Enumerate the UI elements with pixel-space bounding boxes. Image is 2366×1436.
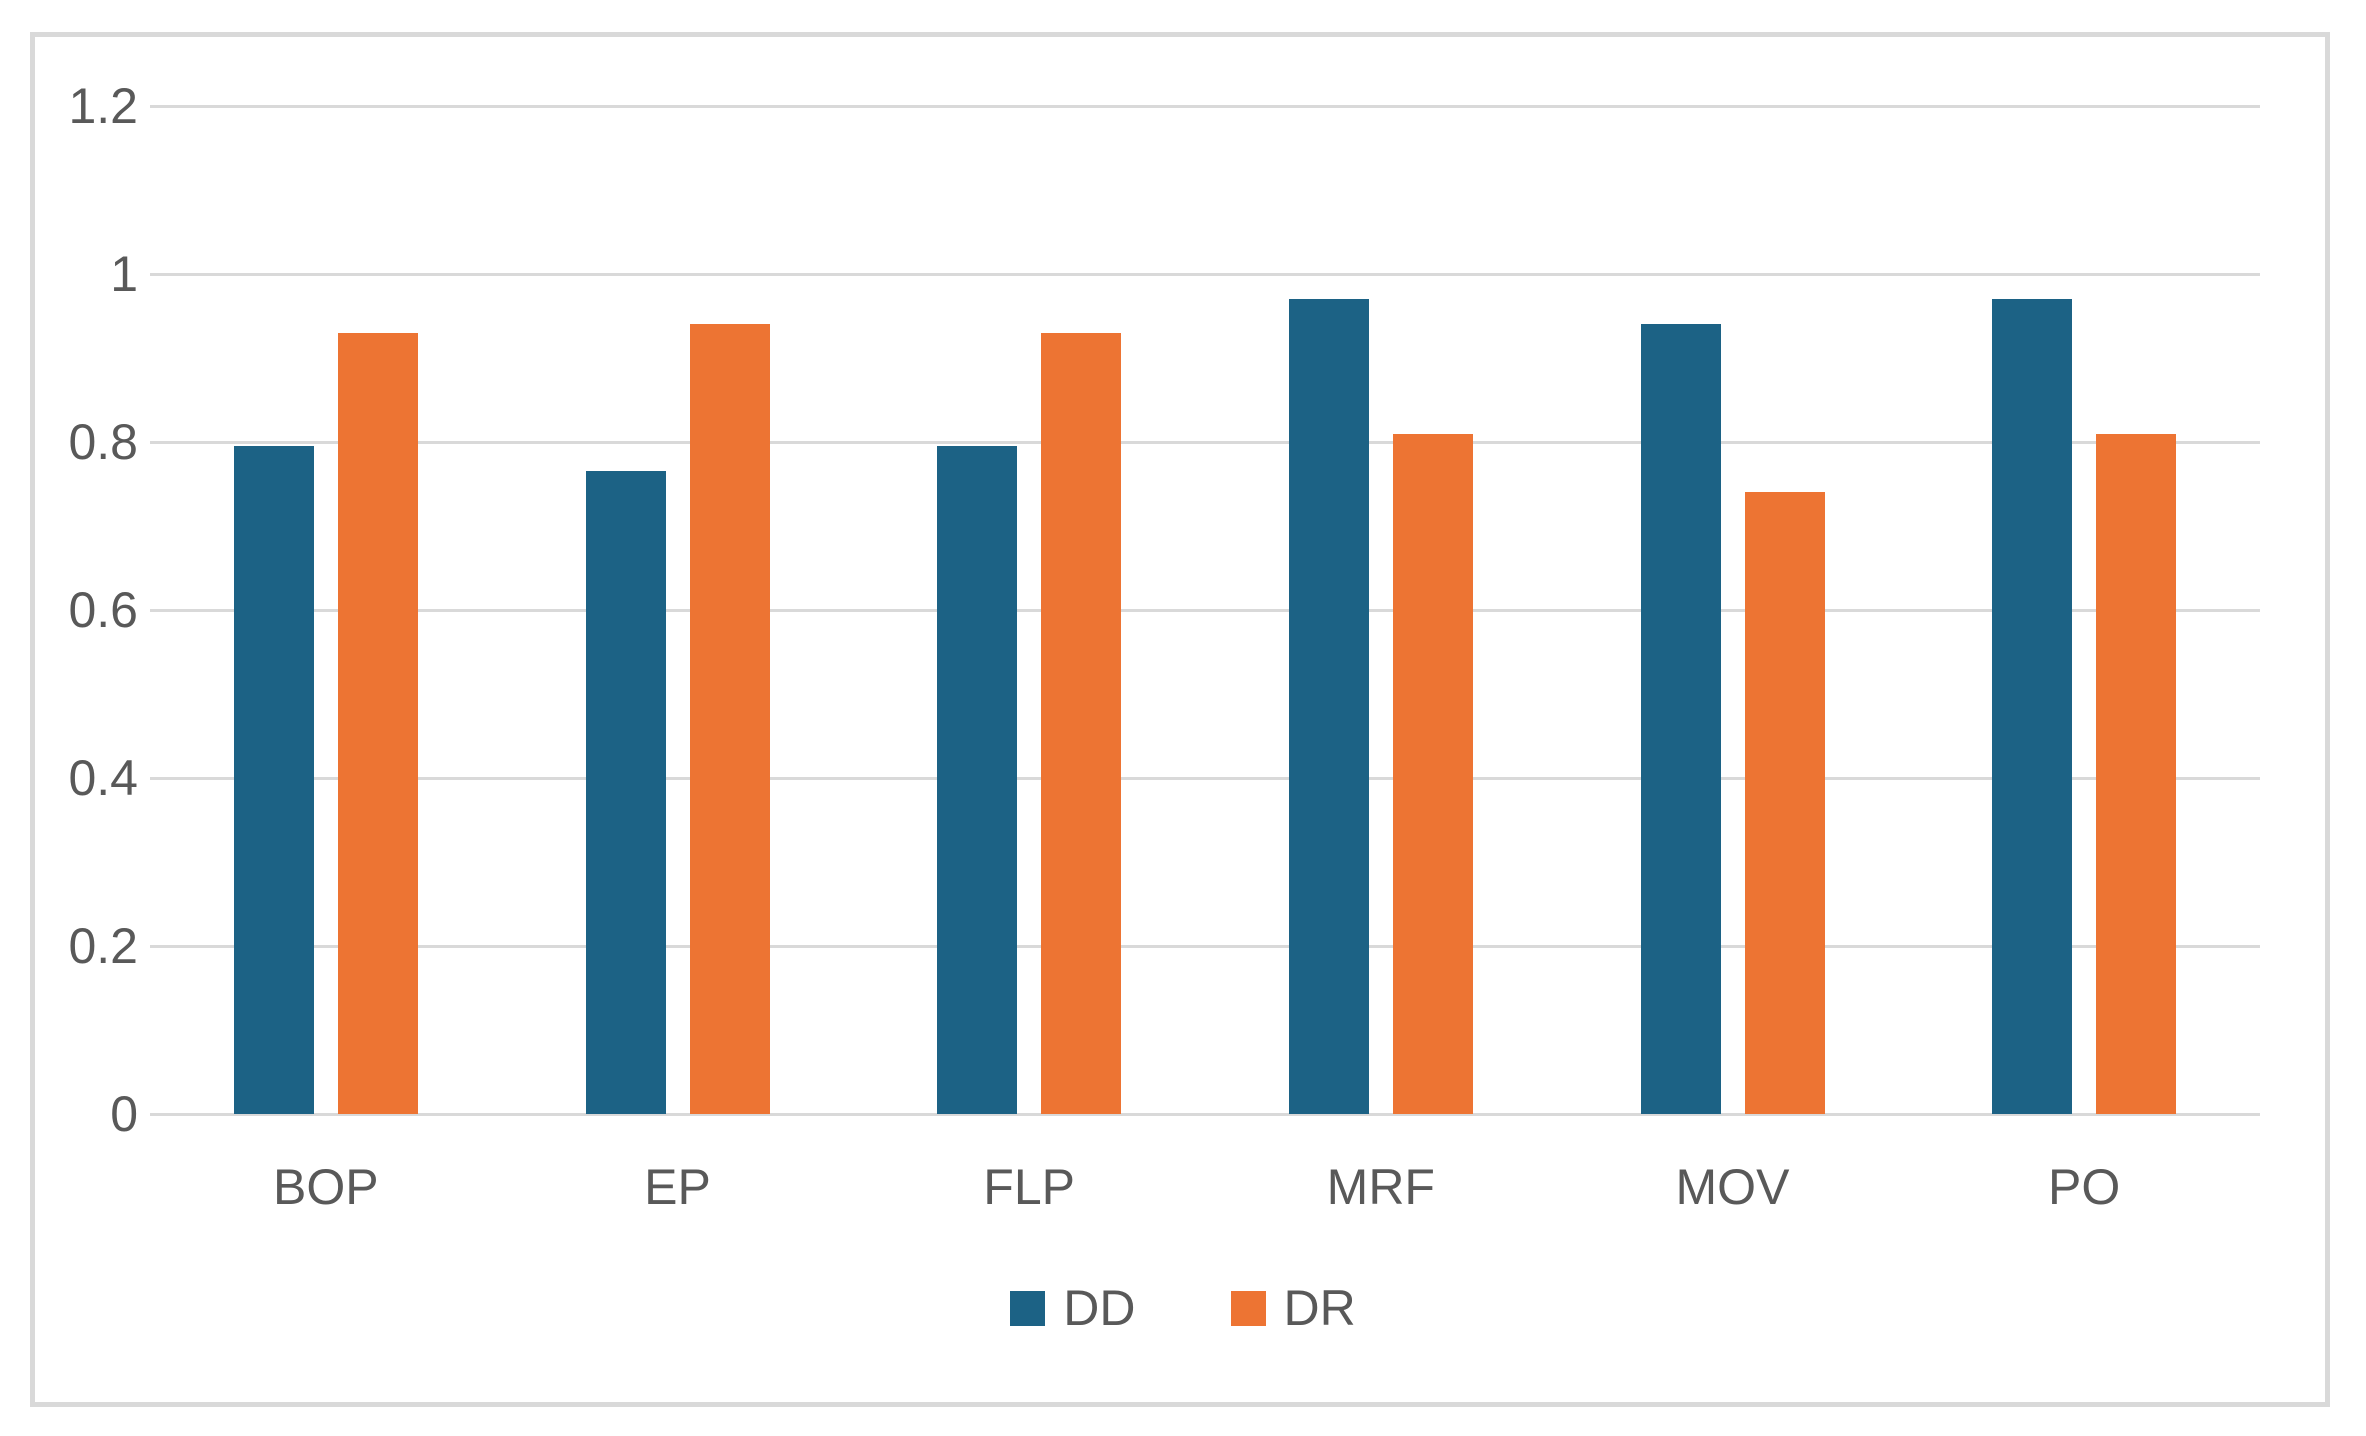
x-category-label-mov: MOV bbox=[1675, 1159, 1790, 1215]
bar-dd-bop bbox=[233, 446, 314, 1114]
y-tick-label: 0 bbox=[110, 1086, 138, 1142]
y-tick-label: 0.4 bbox=[68, 750, 138, 806]
legend-swatch-dr bbox=[1230, 1290, 1266, 1326]
bar-dr-ep bbox=[689, 324, 770, 1114]
legend-label-dd: DD bbox=[1063, 1280, 1136, 1336]
bar-dr-mrf bbox=[1392, 433, 1473, 1114]
legend-swatch-dd bbox=[1010, 1290, 1046, 1326]
gridline-0.8 bbox=[150, 441, 2260, 444]
y-tick-label: 1.2 bbox=[68, 78, 138, 134]
bar-dr-bop bbox=[337, 332, 418, 1114]
x-category-label-ep: EP bbox=[644, 1159, 711, 1215]
gridline-0.4 bbox=[150, 777, 2260, 780]
bar-dr-mov bbox=[1744, 492, 1825, 1114]
y-tick-label: 0.6 bbox=[68, 582, 138, 638]
legend-item-dd: DD bbox=[1010, 1280, 1136, 1336]
bar-dd-flp bbox=[937, 446, 1018, 1114]
gridline-0 bbox=[150, 1113, 2260, 1116]
bar-dr-flp bbox=[1041, 332, 1122, 1114]
x-category-label-po: PO bbox=[2048, 1159, 2121, 1215]
y-tick-label: 1 bbox=[110, 246, 138, 302]
x-category-label-mrf: MRF bbox=[1326, 1159, 1435, 1215]
bar-dd-ep bbox=[585, 471, 666, 1114]
bar-dd-mrf bbox=[1288, 299, 1369, 1114]
bar-dr-po bbox=[2096, 433, 2177, 1114]
x-category-label-flp: FLP bbox=[983, 1159, 1075, 1215]
gridline-1 bbox=[150, 273, 2260, 276]
gridline-1.2 bbox=[150, 105, 2260, 108]
y-tick-label: 0.8 bbox=[68, 414, 138, 470]
gridline-0.6 bbox=[150, 609, 2260, 612]
legend-label-dr: DR bbox=[1283, 1280, 1356, 1336]
bar-dd-po bbox=[1992, 299, 2073, 1114]
gridline-0.2 bbox=[150, 945, 2260, 948]
bar-dd-mov bbox=[1640, 324, 1721, 1114]
legend: DD DR bbox=[0, 1283, 2366, 1333]
x-category-label-bop: BOP bbox=[273, 1159, 379, 1215]
legend-item-dr: DR bbox=[1230, 1280, 1356, 1336]
y-tick-label: 0.2 bbox=[68, 918, 138, 974]
